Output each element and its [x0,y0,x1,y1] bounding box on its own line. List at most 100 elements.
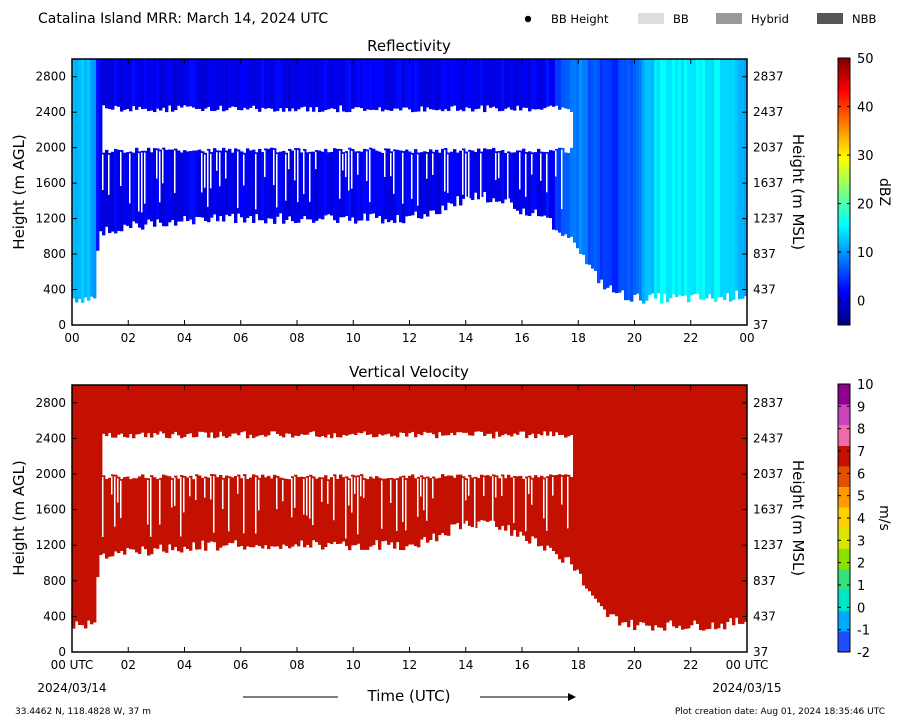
field-cell [270,478,274,547]
colorbar-tick-label: 30 [857,149,874,164]
field-cell [543,152,547,216]
y-tick-label: 1200 [35,538,66,552]
field-cell [687,385,691,629]
field-cell [177,150,181,222]
x-tick-label: 12 [402,331,417,345]
field-cell [465,385,469,433]
field-cell [567,59,571,110]
field-cell [498,385,502,437]
field-cell [228,148,232,217]
field-cell [543,59,547,109]
field-cell [153,59,157,113]
field-cell [264,59,268,109]
field-gap-streak [180,476,182,537]
field-cell [480,474,484,521]
field-cell [432,151,436,211]
field-cell [423,477,427,537]
field-gap-streak [315,151,317,170]
field-cell [282,385,286,438]
field-cell [474,152,478,193]
field-cell [495,475,499,527]
field-gap-streak [225,152,227,179]
field-cell [609,59,613,286]
field-cell [666,385,670,623]
field-cell [117,385,121,435]
field-cell [228,59,232,108]
field-cell [396,149,400,215]
field-cell [399,59,403,111]
field-cell [546,151,550,218]
field-cell [171,59,175,112]
colorbar-tick-label: 8 [857,423,865,438]
field-cell [291,476,295,547]
field-cell [735,59,739,291]
field-cell [549,385,553,432]
field-gap-streak [138,153,140,212]
field-cell [315,478,319,543]
field-cell [654,59,658,299]
field-cell [531,152,535,214]
field-cell [696,385,700,624]
field-cell [372,59,376,110]
field-cell [123,152,127,225]
figure-title: Catalina Island MRR: March 14, 2024 UTC [38,11,328,27]
field-cell [657,59,661,294]
field-cell [357,151,361,221]
field-cell [429,478,433,541]
field-cell [207,59,211,107]
field-cell [561,59,565,108]
field-gap-streak [195,476,197,501]
field-cell [483,385,487,436]
field-cell [417,385,421,435]
field-gap-streak [465,153,467,208]
time-arrow-head-icon [568,693,576,701]
field-cell [729,385,733,619]
field-cell [483,475,487,521]
field-cell [441,474,445,534]
colorbar-tick-label: 3 [857,534,865,549]
field-cell [147,59,151,112]
field-cell [474,385,478,432]
reflectivity-field [72,59,748,304]
field-cell [162,59,166,108]
field-cell [462,59,466,112]
field-cell [207,477,211,543]
field-cell [405,385,409,437]
field-gap-streak [360,475,362,497]
field-cell [183,59,187,106]
field-gap-streak [369,149,371,203]
field-cell [708,59,712,295]
field-cell [141,59,145,110]
field-cell [414,478,418,547]
field-cell [180,385,184,439]
field-cell [714,59,718,302]
field-cell [162,385,166,434]
field-cell [732,59,736,300]
field-cell [384,148,388,220]
y-right-tick-label: 837 [753,574,776,588]
field-cell [522,478,526,536]
field-cell [480,151,484,197]
field-cell [717,385,721,629]
field-cell [408,475,412,545]
field-cell [600,59,604,280]
field-cell [153,385,157,434]
field-gap-streak [432,478,434,499]
field-gap-streak [462,478,464,536]
field-cell [117,476,121,554]
field-gap-streak [333,476,335,521]
velocity-colorbar-ticks: -2 -1 0 1 2 3 4 5 6 7 8 9 10 [838,378,874,661]
field-cell [561,385,565,435]
field-cell [666,59,670,303]
field-gap-streak [174,150,176,194]
y-right-tick-label: 37 [753,318,768,332]
field-cell [534,475,538,539]
field-cell [660,385,664,628]
field-gap-streak [276,477,278,510]
field-cell [381,385,385,436]
field-cell [468,385,472,436]
field-gap-streak [480,153,482,207]
field-gap-streak [207,150,209,207]
field-cell [444,148,448,211]
field-cell [621,59,625,291]
